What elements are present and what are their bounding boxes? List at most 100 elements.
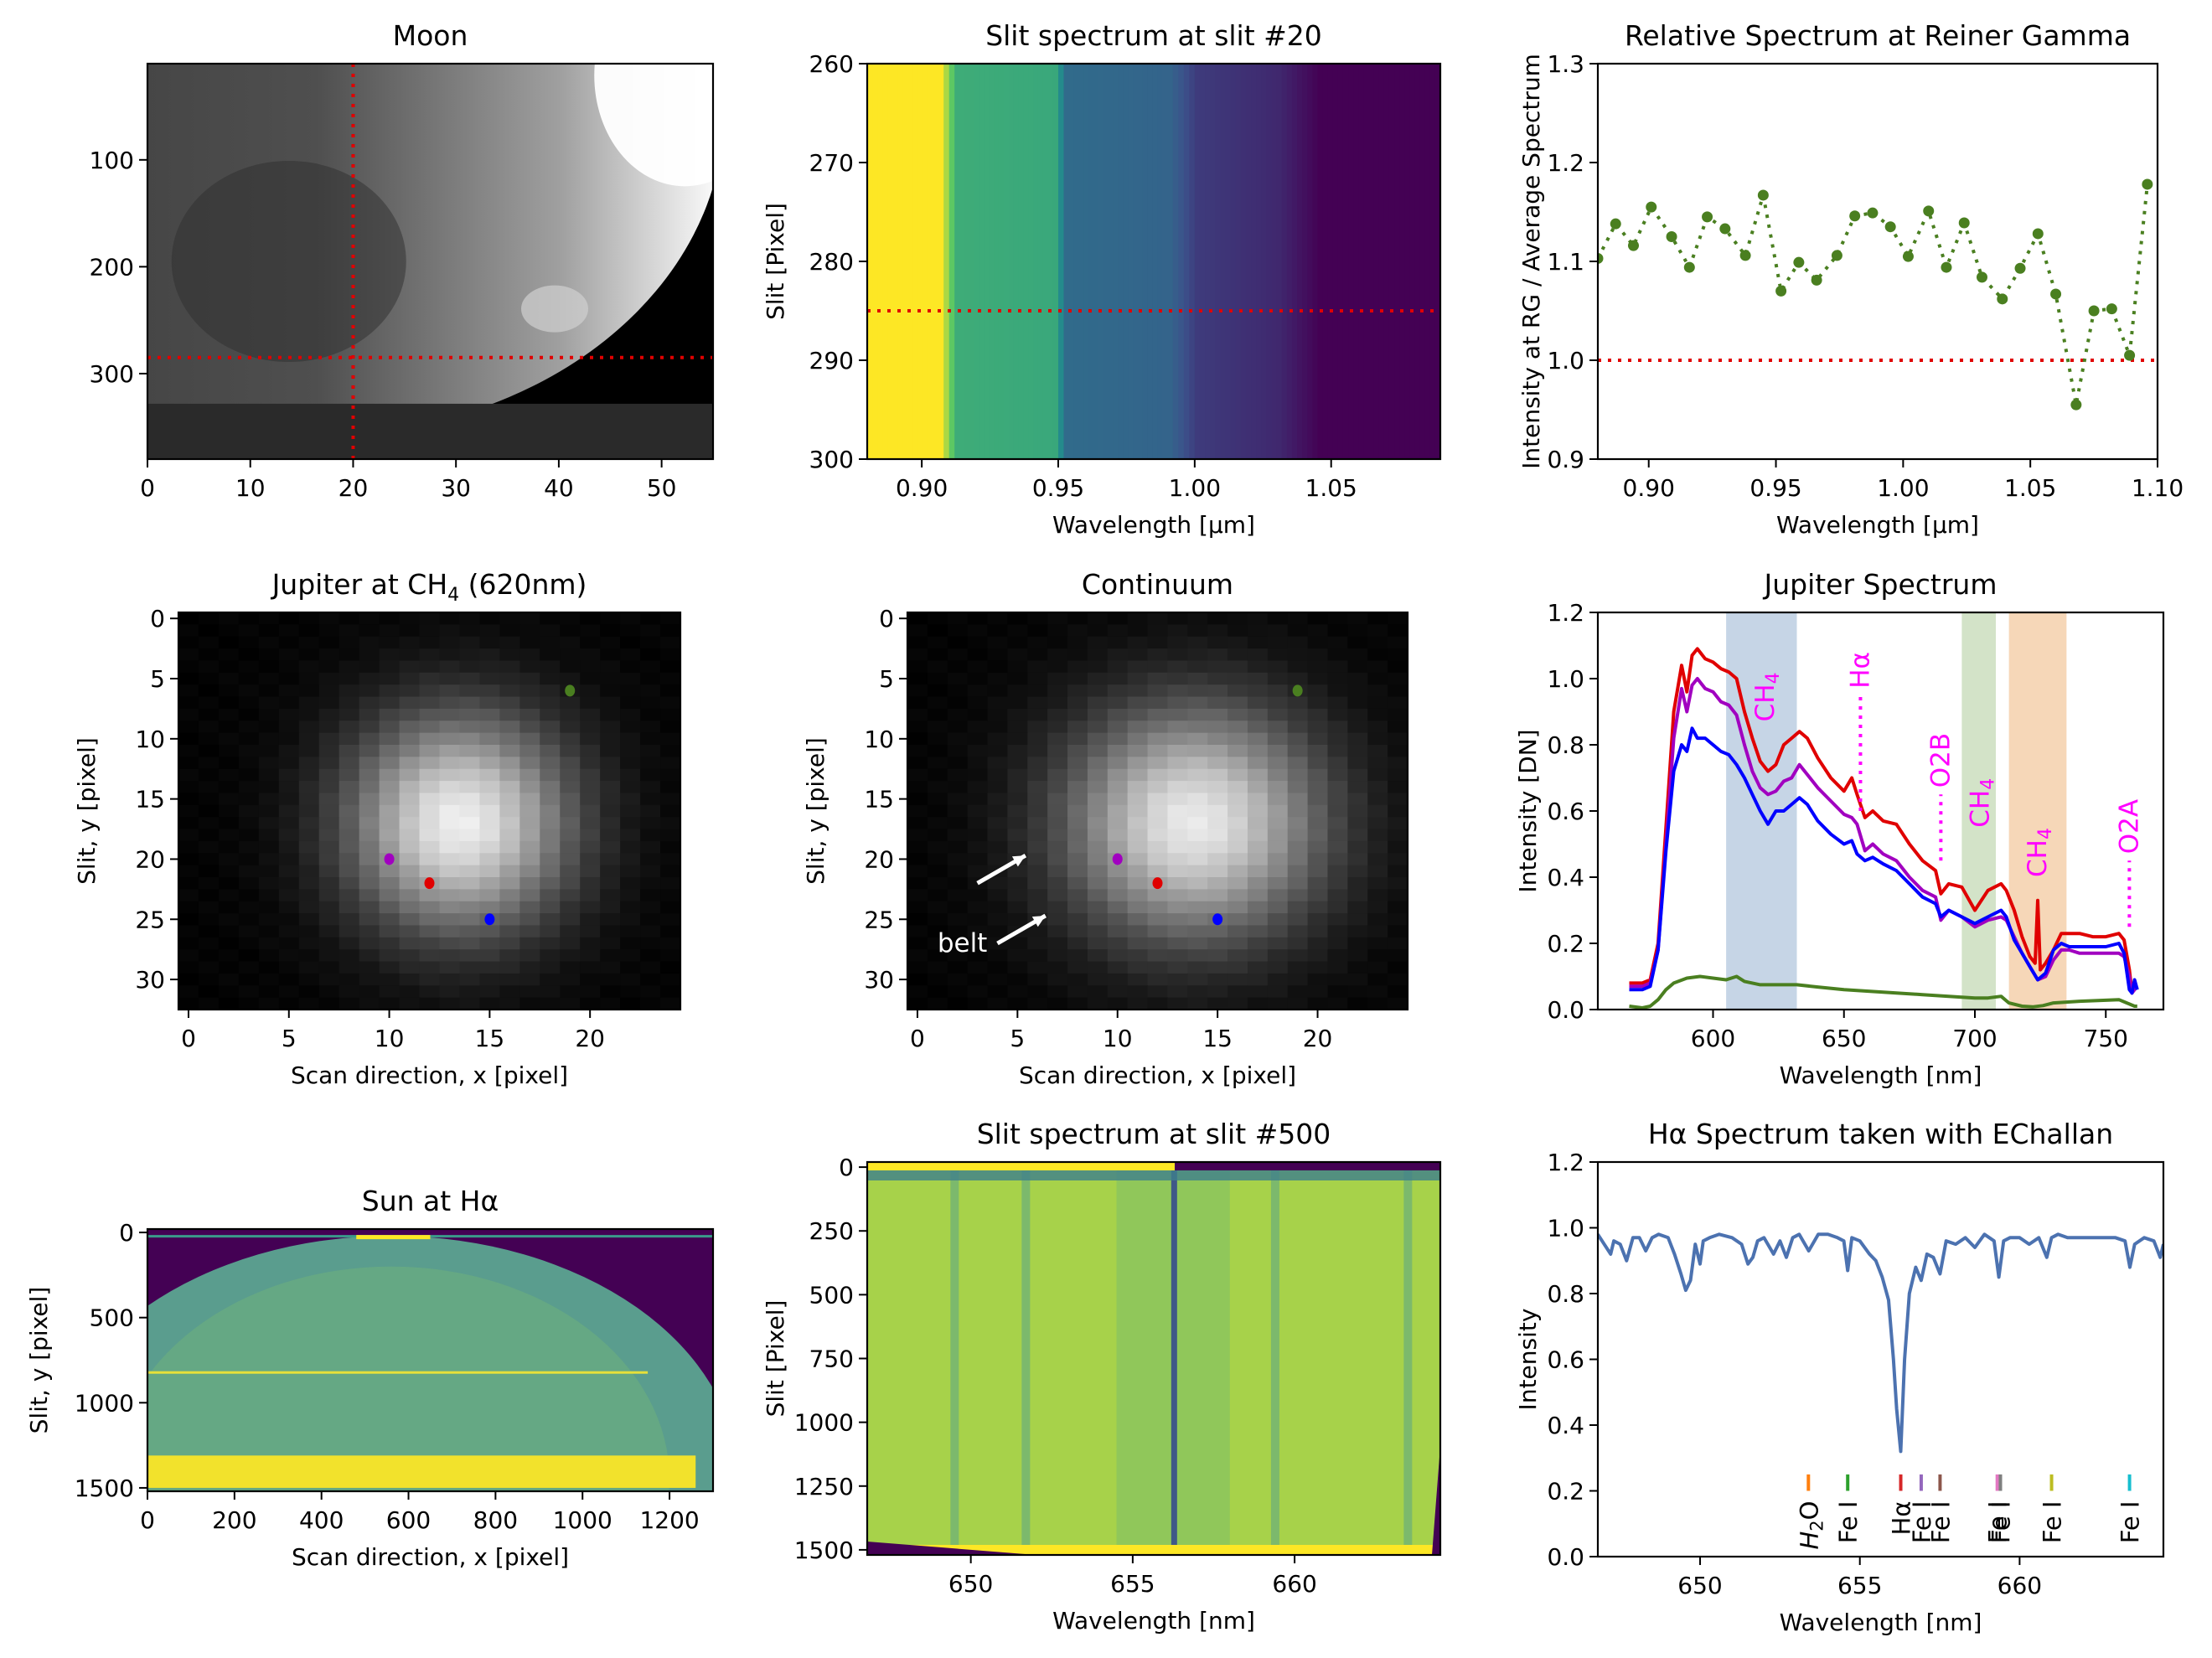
- pixel: [1307, 636, 1329, 649]
- pixel: [620, 913, 641, 927]
- pixel: [399, 925, 421, 938]
- bottom-bright-strip: [867, 1545, 1440, 1555]
- pixel: [660, 817, 681, 830]
- pixel: [1067, 612, 1088, 625]
- pixel: [560, 817, 581, 830]
- slit20-column: [912, 64, 919, 459]
- pixel: [600, 865, 621, 878]
- pixel: [620, 660, 641, 674]
- pixel: [1267, 865, 1289, 878]
- pixel: [178, 997, 199, 1010]
- pixel: [620, 840, 641, 854]
- y-tick-label: 20: [864, 845, 894, 873]
- pixel: [1007, 865, 1028, 878]
- pixel: [399, 696, 421, 710]
- pixel: [1367, 696, 1388, 710]
- pixel: [178, 793, 199, 806]
- pixel: [967, 757, 989, 770]
- pixel: [1027, 781, 1048, 794]
- pixel: [379, 757, 401, 770]
- pixel: [540, 721, 561, 734]
- pixel: [1027, 672, 1048, 685]
- pixel: [419, 829, 441, 842]
- pixel: [459, 757, 480, 770]
- pixel: [459, 853, 480, 866]
- pixel: [987, 840, 1008, 854]
- pixel: [927, 745, 948, 757]
- pixel: [640, 648, 661, 662]
- slit20-column: [867, 64, 874, 459]
- pixel: [238, 612, 260, 625]
- pixel: [298, 757, 320, 770]
- pixel: [258, 745, 280, 757]
- pixel: [339, 889, 360, 902]
- series-line-green: [1629, 974, 2137, 1010]
- pixel: [907, 985, 928, 999]
- pixel: [1227, 768, 1248, 782]
- pixel: [399, 949, 421, 963]
- pixel: [1087, 648, 1109, 662]
- pixel: [1287, 648, 1309, 662]
- pixel: [198, 889, 220, 902]
- pixel: [1247, 793, 1269, 806]
- pixel: [318, 660, 340, 674]
- pixel: [479, 804, 500, 818]
- pixel: [1388, 721, 1408, 734]
- pixel: [947, 793, 969, 806]
- pixel: [399, 684, 421, 698]
- pixel: [1227, 732, 1248, 746]
- pixel: [1147, 889, 1169, 902]
- pixel: [1287, 793, 1309, 806]
- pixel: [278, 985, 300, 999]
- pixel: [218, 997, 240, 1010]
- series-line-purple: [1629, 677, 2139, 995]
- slit20-column: [1286, 64, 1293, 459]
- pixel: [1287, 672, 1309, 685]
- y-tick-label: 500: [809, 1281, 854, 1309]
- series-line: [1598, 1232, 2163, 1454]
- pixel: [540, 624, 561, 638]
- pixel: [459, 612, 480, 625]
- pixel: [560, 793, 581, 806]
- pixel: [278, 757, 300, 770]
- pixel: [580, 961, 601, 974]
- pixel: [1147, 781, 1169, 794]
- pixel: [1247, 804, 1269, 818]
- pixel: [218, 732, 240, 746]
- data-point: [1646, 201, 1657, 213]
- pixel: [907, 612, 928, 625]
- pixel: [947, 961, 969, 974]
- pixel: [640, 696, 661, 710]
- moon-bright-crater: [521, 285, 588, 333]
- pixel: [1047, 721, 1068, 734]
- y-tick-label: 15: [135, 786, 165, 814]
- data-point: [1958, 217, 1970, 229]
- pixel: [298, 781, 320, 794]
- pixel: [1127, 804, 1149, 818]
- slit20-column: [1172, 64, 1180, 459]
- pixel: [318, 636, 340, 649]
- pixel: [1247, 817, 1269, 830]
- pixel: [1047, 997, 1068, 1010]
- pixel: [1207, 672, 1228, 685]
- pixel: [927, 840, 948, 854]
- pixel: [1147, 708, 1169, 721]
- pixel: [927, 781, 948, 794]
- pixel: [540, 840, 561, 854]
- pixel: [339, 757, 360, 770]
- pixel: [560, 853, 581, 866]
- pixel: [298, 829, 320, 842]
- pixel: [1267, 721, 1289, 734]
- pixel: [499, 612, 520, 625]
- pixel: [499, 973, 520, 986]
- slit20-column: [1235, 64, 1242, 459]
- chart-title: Continuum: [1082, 568, 1233, 601]
- pixel: [580, 997, 601, 1010]
- data-point: [1941, 261, 1952, 273]
- x-tick-label: 20: [339, 474, 369, 502]
- pixel: [620, 925, 641, 938]
- x-tick-label: 650: [1822, 1025, 1866, 1052]
- pixel: [1388, 877, 1408, 890]
- pixel: [318, 781, 340, 794]
- pixel: [540, 877, 561, 890]
